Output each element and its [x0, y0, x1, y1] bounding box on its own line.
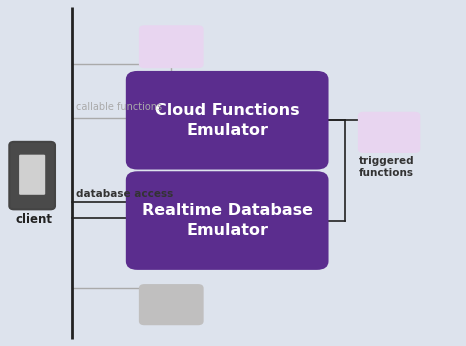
- FancyBboxPatch shape: [126, 171, 329, 270]
- Text: Realtime Database
Emulator: Realtime Database Emulator: [142, 203, 313, 238]
- FancyBboxPatch shape: [358, 112, 420, 153]
- FancyBboxPatch shape: [126, 71, 329, 170]
- FancyBboxPatch shape: [139, 284, 204, 325]
- FancyBboxPatch shape: [9, 142, 55, 209]
- FancyBboxPatch shape: [19, 155, 45, 195]
- Text: client: client: [15, 213, 52, 226]
- FancyBboxPatch shape: [139, 25, 204, 68]
- Text: callable functions: callable functions: [76, 102, 162, 112]
- Text: database access: database access: [76, 189, 173, 199]
- Text: triggered
functions: triggered functions: [359, 156, 414, 178]
- Text: Cloud Functions
Emulator: Cloud Functions Emulator: [155, 102, 300, 138]
